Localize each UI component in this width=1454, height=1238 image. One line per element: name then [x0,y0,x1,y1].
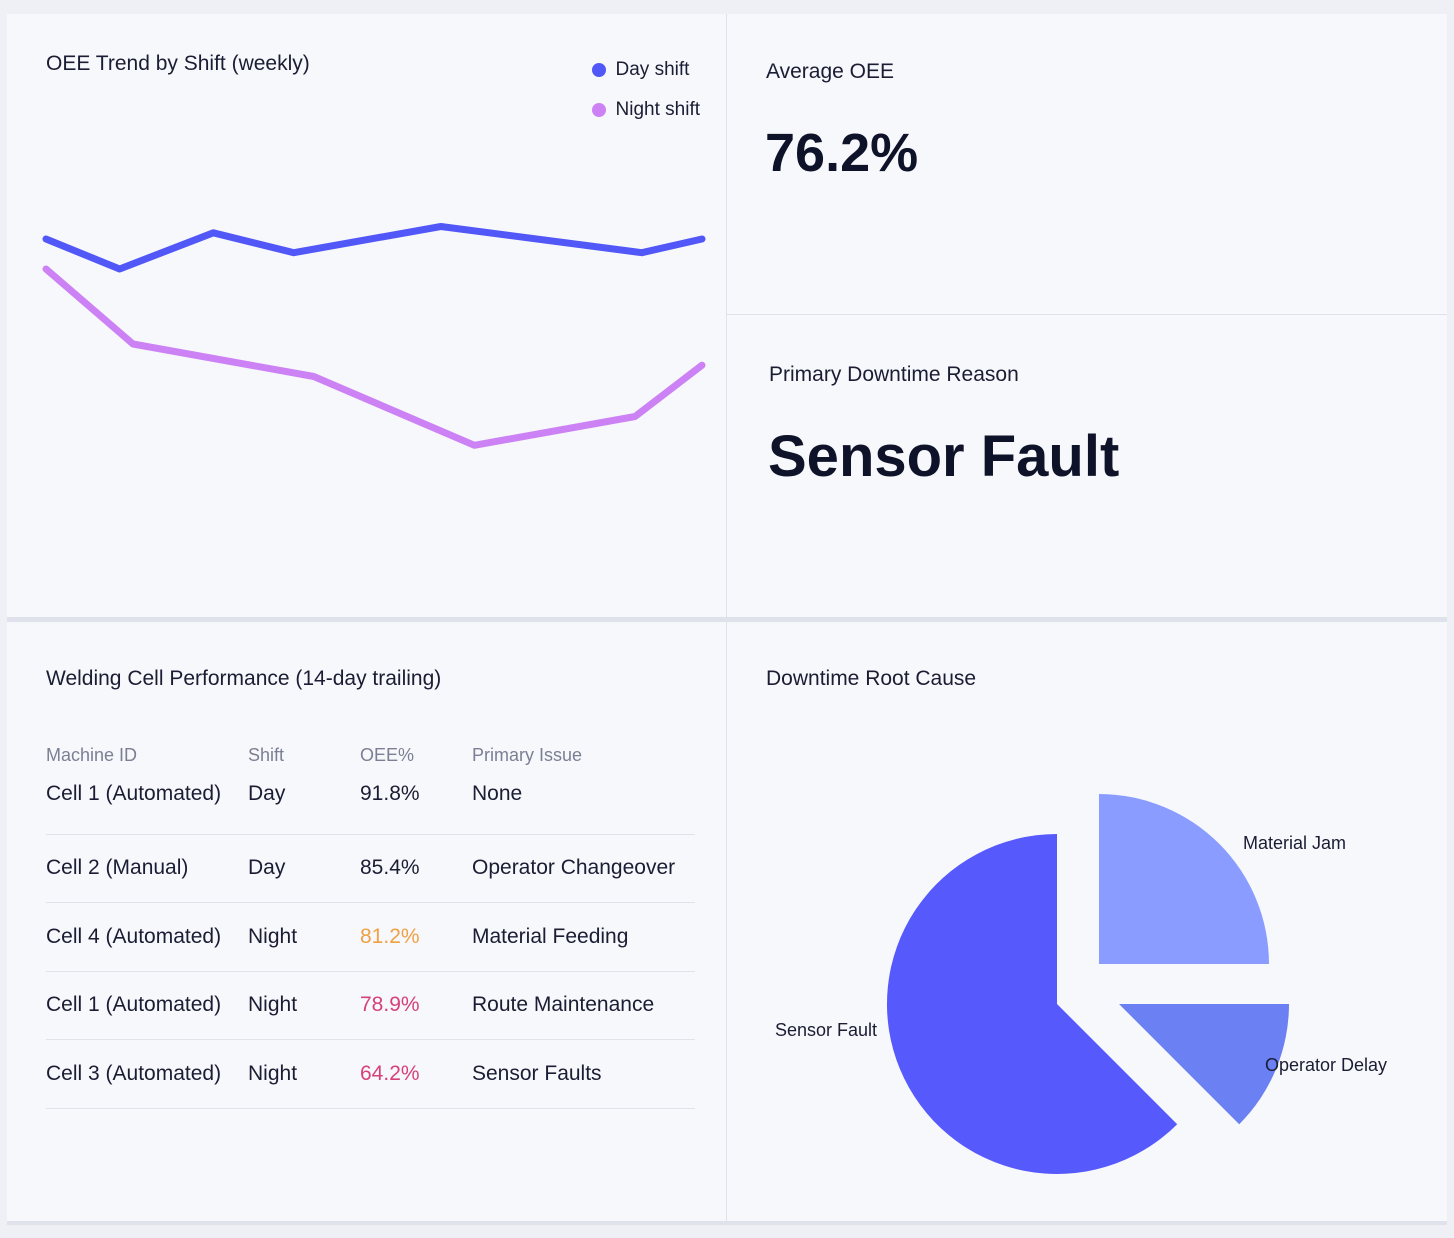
cell-oee: 81.2% [360,902,472,972]
cell-primary-issue: Operator Changeover [472,834,695,903]
average-oee-panel: Average OEE 76.2% [727,14,1447,314]
cell-performance-title: Welding Cell Performance (14-day trailin… [46,667,442,690]
trend-legend: Day shift Night shift [591,50,700,130]
dashboard: OEE Trend by Shift (weekly) Day shift Ni… [7,14,1447,1225]
cell-primary-issue: Sensor Faults [472,1039,695,1109]
legend-item-night-shift[interactable]: Night shift [591,90,700,130]
cell-machine-id: Cell 1 (Automated) [46,971,248,1040]
average-oee-value: 76.2% [765,123,919,183]
cell-shift: Night [248,1039,360,1109]
column-header-oee[interactable]: OEE% [360,745,415,765]
cell-oee: 64.2% [360,1039,472,1109]
legend-dot-night-shift [591,103,606,117]
downtime-reason-value: Sensor Fault [768,424,1120,489]
oee-trend-chart [42,223,706,449]
legend-label-day-shift: Day shift [615,59,690,80]
table-row[interactable]: Cell 2 (Manual) Day 85.4% Operator Chang… [46,834,695,903]
oee-trend-title: OEE Trend by Shift (weekly) [46,52,310,75]
legend-dot-day-shift [591,63,606,77]
pie-slice-sensor-fault[interactable] [886,834,1178,1174]
column-header-machine-id[interactable]: Machine ID [46,745,138,765]
pie-slice-material-jam[interactable] [1099,794,1269,964]
cell-oee: 91.8% [360,774,472,835]
cell-performance-panel: Welding Cell Performance (14-day trailin… [7,622,726,1221]
cell-shift: Night [248,902,360,972]
pie-label-operator-delay: Operator Delay [1265,1055,1387,1075]
cell-machine-id: Cell 3 (Automated) [46,1039,248,1109]
cell-shift: Night [248,971,360,1040]
cell-shift: Day [248,834,360,903]
series-line-day-shift [42,223,706,273]
cell-primary-issue: Route Maintenance [472,971,695,1040]
column-header-primary-issue[interactable]: Primary Issue [472,745,583,765]
pie-label-sensor-fault: Sensor Fault [775,1020,877,1040]
cell-oee: 78.9% [360,971,472,1040]
table-row[interactable]: Cell 1 (Automated) Day 91.8% None [46,774,695,835]
average-oee-label: Average OEE [766,60,895,83]
pie-slice-operator-delay[interactable] [1119,1004,1289,1125]
cell-primary-issue: Material Feeding [472,902,695,972]
cell-performance-table: Machine ID Shift OEE% Primary Issue Cell… [46,740,695,1109]
downtime-reason-label: Primary Downtime Reason [769,363,1019,386]
cell-shift: Day [248,774,360,835]
cell-machine-id: Cell 1 (Automated) [46,774,248,835]
legend-label-night-shift: Night shift [615,99,700,120]
table-row[interactable]: Cell 3 (Automated) Night 64.2% Sensor Fa… [46,1039,695,1109]
cell-oee: 85.4% [360,834,472,903]
pie-label-material-jam: Material Jam [1243,833,1346,853]
downtime-pie-chart: Sensor Fault Material Jam Operator Delay [775,794,1387,1174]
table-header-row: Machine ID Shift OEE% Primary Issue [46,740,695,774]
table-row[interactable]: Cell 1 (Automated) Night 78.9% Route Mai… [46,971,695,1040]
legend-item-day-shift[interactable]: Day shift [591,50,700,90]
cell-machine-id: Cell 2 (Manual) [46,834,248,903]
column-header-shift[interactable]: Shift [248,745,285,765]
downtime-root-cause-panel: Downtime Root Cause Sensor Fault Materia… [727,622,1447,1221]
series-line-night-shift [42,265,706,449]
downtime-reason-panel: Primary Downtime Reason Sensor Fault [727,315,1447,617]
oee-trend-panel: OEE Trend by Shift (weekly) Day shift Ni… [7,14,726,617]
downtime-root-cause-title: Downtime Root Cause [766,667,977,690]
cell-primary-issue: None [472,774,695,835]
table-row[interactable]: Cell 4 (Automated) Night 81.2% Material … [46,902,695,972]
cell-machine-id: Cell 4 (Automated) [46,902,248,972]
